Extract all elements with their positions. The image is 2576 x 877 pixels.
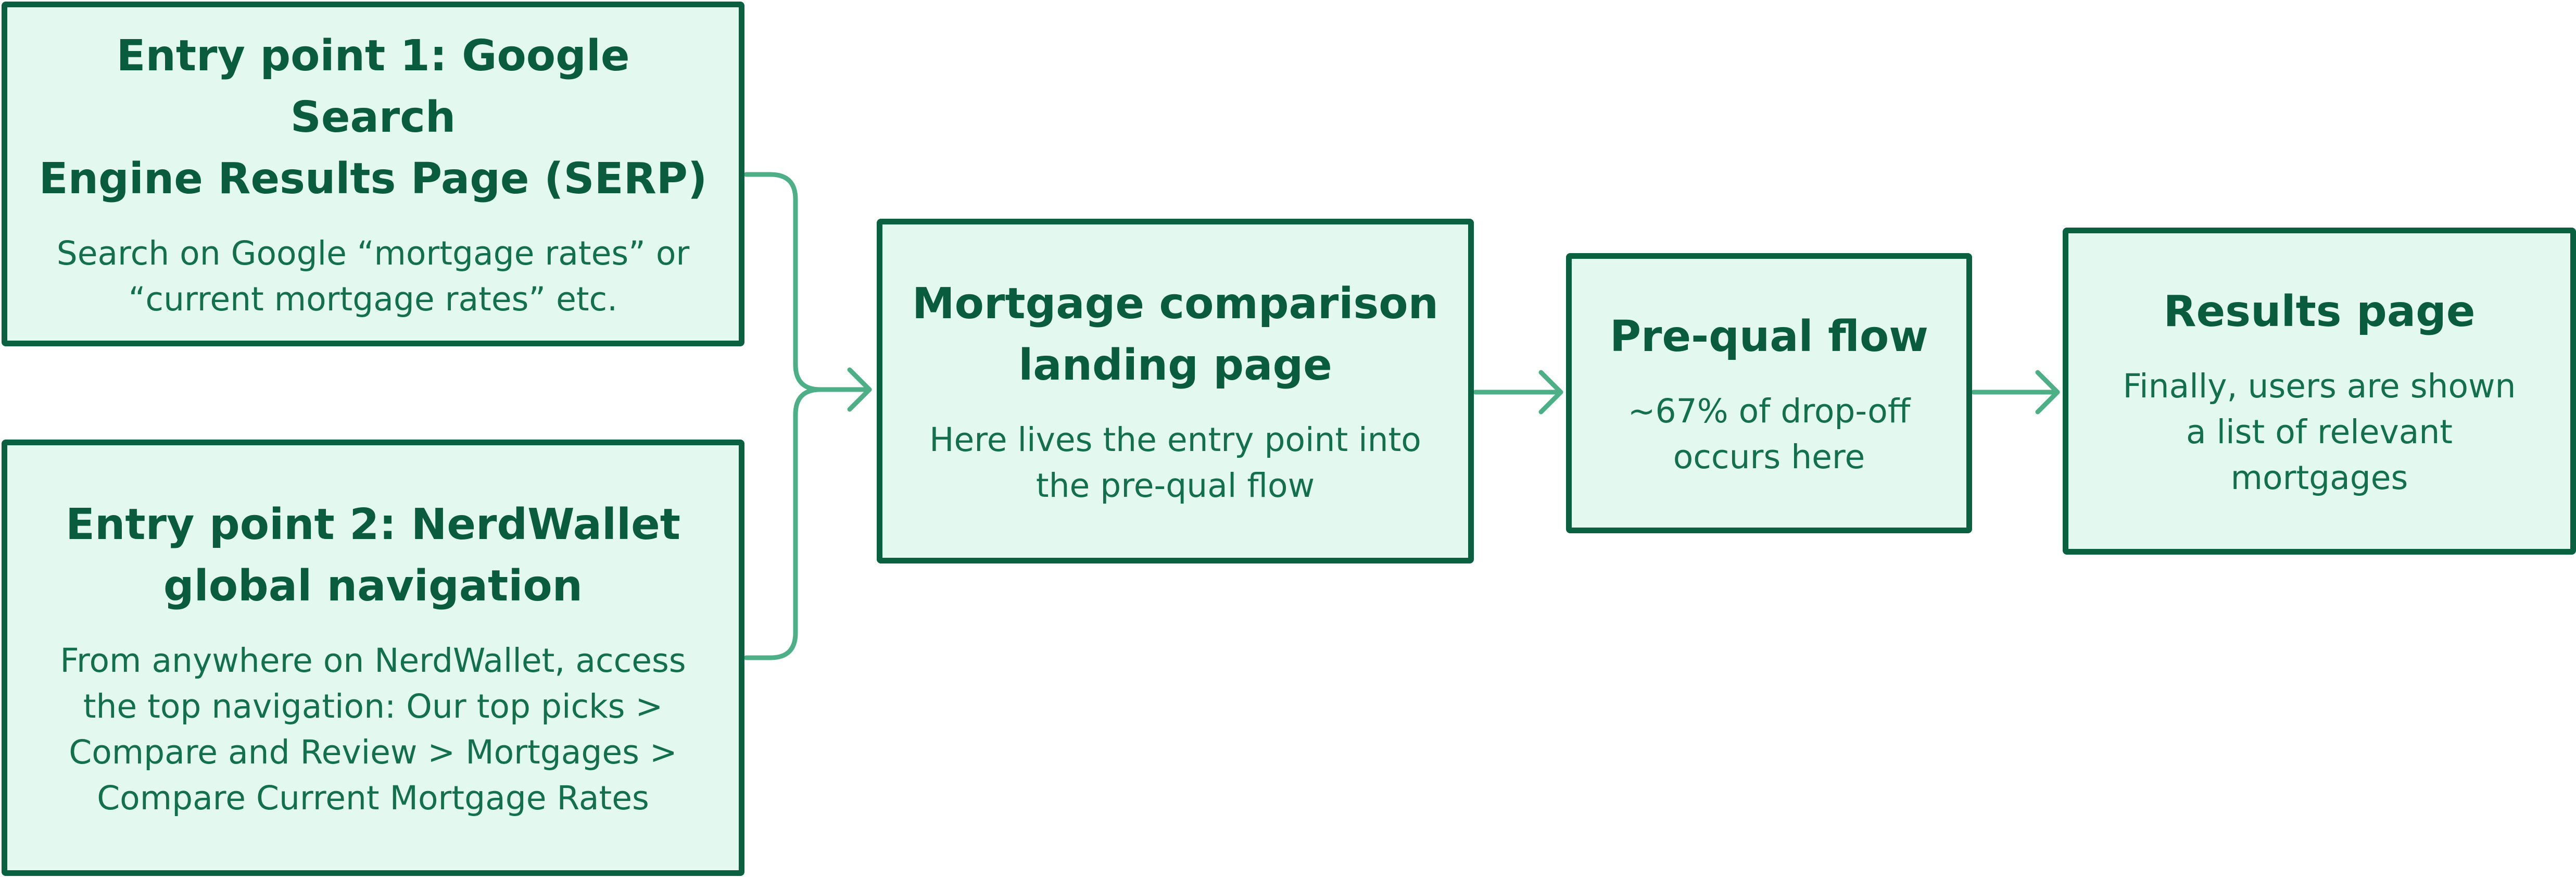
entry-point-2-description-line: Compare and Review > Mortgages > [69, 733, 677, 771]
prequal-flow-description: ~67% of drop-off occurs here [1628, 389, 1910, 480]
entry-point-2-description-line: Compare Current Mortgage Rates [97, 779, 649, 817]
entry-point-1-description: Search on Google “mortgage rates” or “cu… [57, 231, 690, 322]
entry-point-1-description-line: Search on Google “mortgage rates” or [56, 234, 690, 272]
landing-page-title-line: landing page [1018, 341, 1332, 390]
entry-point-2-title-line: global navigation [163, 561, 583, 611]
results-page-description-line: a list of relevant [2186, 413, 2453, 451]
prequal-flow-box: Pre-qual flow ~67% of drop-off occurs he… [1566, 253, 1972, 533]
entry-point-2-title: Entry point 2: NerdWallet global navigat… [66, 494, 680, 617]
arrowhead-results [2035, 370, 2060, 415]
results-page-title: Results page [2164, 281, 2476, 343]
entry-point-1-title-line: Entry point 1: Google Search [116, 31, 630, 142]
results-page-title-line: Results page [2163, 287, 2476, 336]
connector-entry-2-to-landing [743, 387, 872, 660]
prequal-flow-title-line: Pre-qual flow [1609, 312, 1929, 361]
results-page-description-line: Finally, users are shown [2123, 367, 2516, 405]
landing-page-title-line: Mortgage comparison [912, 279, 1438, 329]
results-page-description: Finally, users are shown a list of relev… [2123, 364, 2516, 501]
entry-point-1-title: Entry point 1: Google Search Engine Resu… [28, 26, 718, 210]
prequal-flow-description-line: ~67% of drop-off [1627, 392, 1911, 430]
entry-point-2-description-line: From anywhere on NerdWallet, access [60, 642, 686, 680]
results-page-box: Results page Finally, users are shown a … [2063, 228, 2576, 555]
landing-page-title: Mortgage comparison landing page [912, 273, 1438, 396]
prequal-flow-title: Pre-qual flow [1610, 306, 1928, 368]
arrowhead-prequal [1538, 370, 1563, 415]
entry-point-2-title-line: Entry point 2: NerdWallet [66, 500, 680, 549]
landing-page-description-line: Here lives the entry point into [929, 421, 1421, 459]
entry-point-2-box: Entry point 2: NerdWallet global navigat… [2, 440, 744, 876]
landing-page-box: Mortgage comparison landing page Here li… [877, 219, 1474, 563]
entry-point-2-description: From anywhere on NerdWallet, access the … [60, 638, 686, 821]
landing-page-description: Here lives the entry point into the pre-… [929, 417, 1421, 509]
connector-entry-1-to-landing [743, 172, 872, 392]
arrowhead-landing [847, 367, 872, 412]
landing-page-description-line: the pre-qual flow [1036, 467, 1315, 505]
entry-point-2-description-line: the top navigation: Our top picks > [83, 687, 663, 725]
entry-point-1-title-line: Engine Results Page (SERP) [39, 154, 708, 204]
entry-point-1-box: Entry point 1: Google Search Engine Resu… [2, 2, 744, 346]
prequal-flow-description-line: occurs here [1673, 438, 1865, 476]
entry-point-1-description-line: “current mortgage rates” etc. [128, 280, 618, 318]
results-page-description-line: mortgages [2230, 459, 2408, 497]
